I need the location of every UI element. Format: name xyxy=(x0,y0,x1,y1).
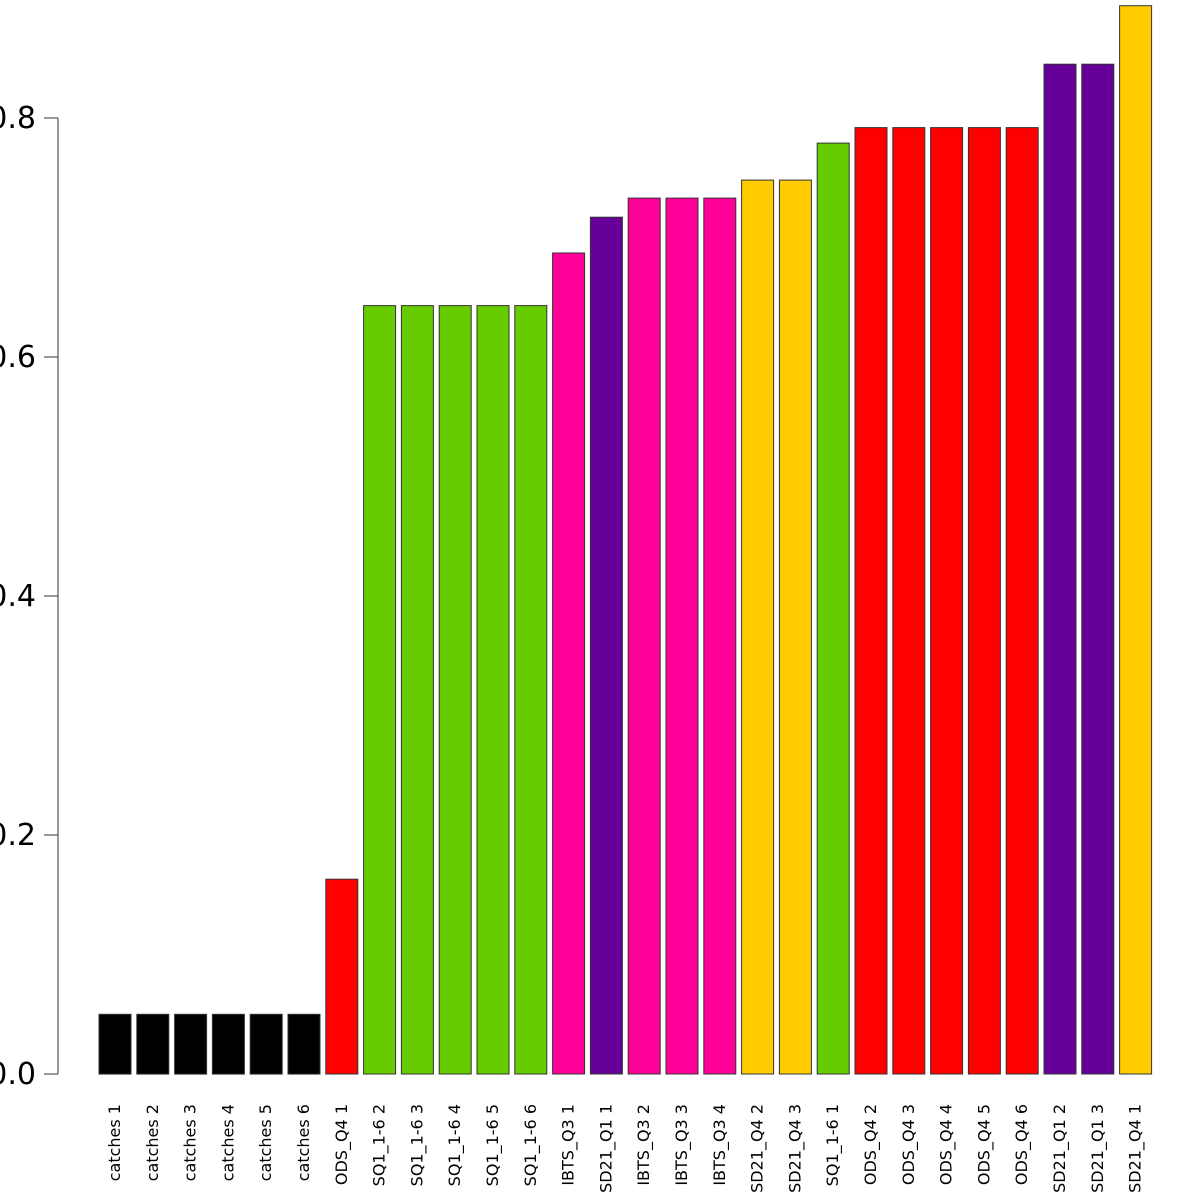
x-tick-label: catches 4 xyxy=(218,1104,237,1181)
bars-group xyxy=(98,5,1153,1075)
x-tick-label: catches 6 xyxy=(294,1104,313,1181)
x-tick-label: catches 2 xyxy=(143,1104,162,1181)
x-tick-label: ODS_Q4 6 xyxy=(1012,1104,1032,1185)
y-tick-label: 0.6 xyxy=(0,340,36,375)
x-tick-label: SD21_Q4 2 xyxy=(748,1104,768,1193)
bar-25 xyxy=(1005,127,1039,1075)
y-tick-label: 0.2 xyxy=(0,818,36,853)
y-axis: 0.0 0.2 0.4 0.6 0.8 xyxy=(0,101,59,1092)
x-tick-label: SD21_Q1 2 xyxy=(1050,1104,1070,1193)
x-tick-label: SD21_Q1 3 xyxy=(1088,1104,1108,1193)
x-tick-label: SD21_Q4 3 xyxy=(785,1104,805,1193)
bar-22 xyxy=(892,127,926,1075)
y-tick-label: 0.0 xyxy=(0,1057,36,1092)
bar-28 xyxy=(1119,5,1153,1075)
x-tick-label: SQ1_1-6 5 xyxy=(483,1104,503,1186)
x-tick-label: IBTS_Q3 3 xyxy=(672,1104,692,1186)
x-tick-label: catches 5 xyxy=(256,1104,275,1181)
x-tick-label: ODS_Q4 1 xyxy=(332,1104,352,1185)
bar-23 xyxy=(930,127,964,1075)
bar-15 xyxy=(627,197,661,1075)
bar-14 xyxy=(589,216,623,1075)
x-tick-label: IBTS_Q3 4 xyxy=(710,1104,730,1186)
bar-9 xyxy=(400,305,434,1075)
bar-2 xyxy=(136,1013,170,1075)
bar-10 xyxy=(438,305,472,1075)
x-tick-label: ODS_Q4 5 xyxy=(974,1104,994,1185)
x-tick-label: SQ1_1-6 3 xyxy=(407,1104,427,1186)
bar-26 xyxy=(1043,63,1077,1075)
x-tick-label: SQ1_1-6 2 xyxy=(370,1104,390,1186)
x-tick-label: catches 1 xyxy=(105,1104,124,1181)
x-tick-label: catches 3 xyxy=(181,1104,200,1181)
bar-6 xyxy=(287,1013,321,1075)
x-axis-labels: catches 1 catches 2 catches 3 catches 4 catc… xyxy=(105,1104,1146,1193)
x-tick-label: IBTS_Q3 2 xyxy=(634,1104,654,1186)
bar-5 xyxy=(249,1013,283,1075)
x-tick-label: SQ1_1-6 6 xyxy=(521,1104,541,1186)
x-tick-label: SD21_Q1 1 xyxy=(596,1104,616,1193)
x-tick-label: ODS_Q4 2 xyxy=(861,1104,881,1185)
bar-19 xyxy=(778,179,812,1075)
bar-11 xyxy=(476,305,510,1075)
bar-17 xyxy=(703,197,737,1075)
x-tick-label: ODS_Q4 4 xyxy=(937,1104,957,1185)
bar-18 xyxy=(741,179,775,1075)
bar-7 xyxy=(325,878,359,1075)
bar-21 xyxy=(854,127,888,1075)
bar-12 xyxy=(514,305,548,1075)
bar-27 xyxy=(1081,63,1115,1075)
bar-8 xyxy=(363,305,397,1075)
bar-4 xyxy=(211,1013,245,1075)
x-tick-label: SQ1_1-6 1 xyxy=(823,1104,843,1186)
bar-13 xyxy=(552,252,586,1075)
bar-24 xyxy=(967,127,1001,1075)
bar-20 xyxy=(816,142,850,1075)
x-tick-label: ODS_Q4 3 xyxy=(899,1104,919,1185)
y-tick-label: 0.4 xyxy=(0,579,36,614)
bar-16 xyxy=(665,197,699,1075)
x-tick-label: IBTS_Q3 1 xyxy=(559,1104,579,1186)
x-tick-label: SQ1_1-6 4 xyxy=(445,1104,465,1186)
y-tick-label: 0.8 xyxy=(0,101,36,136)
bar-1 xyxy=(98,1013,132,1075)
x-tick-label: SD21_Q4 1 xyxy=(1126,1104,1146,1193)
bar-3 xyxy=(174,1013,208,1075)
